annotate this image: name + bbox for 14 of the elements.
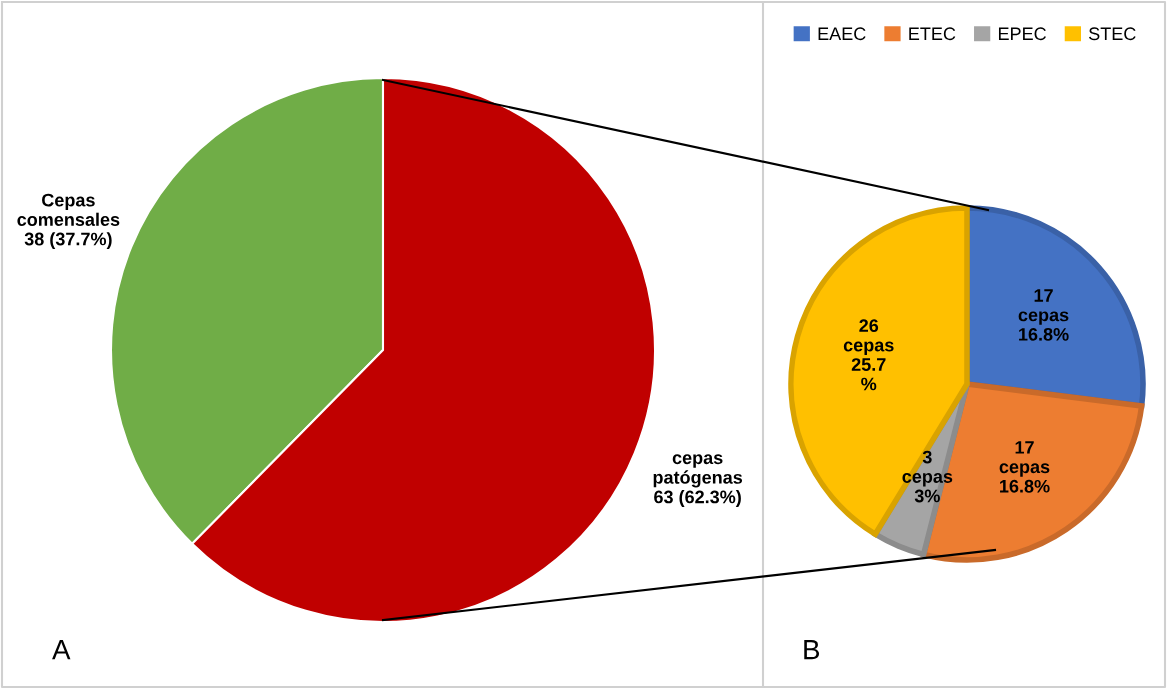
pie-slice xyxy=(788,205,970,537)
legend-label: STEC xyxy=(1089,27,1136,41)
text: B xyxy=(804,640,820,660)
data-label: 26 cepas 25.7 % xyxy=(843,319,894,391)
legend-label: EAEC xyxy=(818,27,866,41)
data-label: 63 (62.3%) xyxy=(654,490,741,507)
slice-label: cepas patógenas xyxy=(653,454,743,488)
text: A xyxy=(52,640,71,660)
data-label: 17 cepas 16.8% xyxy=(999,441,1050,493)
data-label: 38 (37.7%) xyxy=(24,232,112,249)
data-label: 17 cepas 16.8% xyxy=(1018,289,1069,341)
legend-label: EPEC xyxy=(998,27,1046,41)
legend-label: ETEC xyxy=(909,27,956,41)
slice-label: Cepas comensales xyxy=(17,193,120,226)
